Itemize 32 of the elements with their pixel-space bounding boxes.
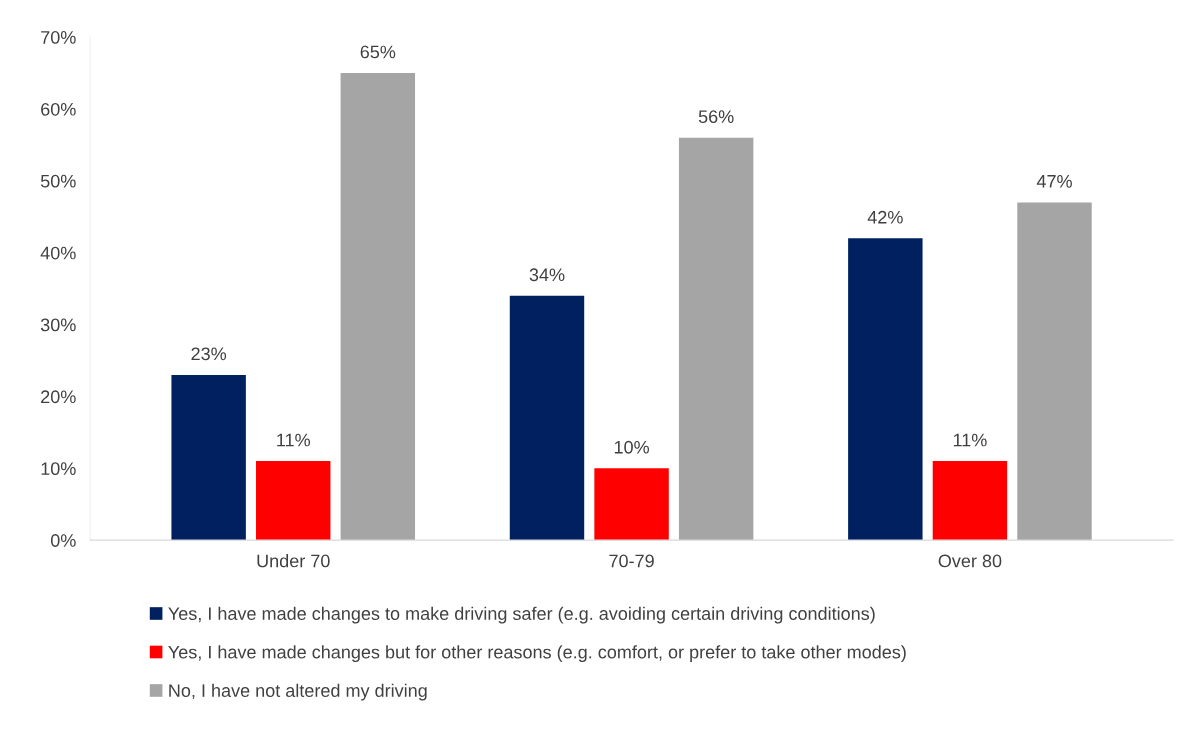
data-label: 11% — [277, 433, 310, 447]
data-label: 23% — [191, 347, 227, 361]
y-tick-label: 50% — [40, 174, 76, 188]
bar — [594, 468, 669, 541]
data-label: 42% — [867, 210, 903, 224]
bar — [1017, 202, 1092, 541]
data-label: 10% — [614, 440, 649, 454]
bar — [509, 295, 585, 541]
data-label: 11% — [953, 433, 987, 447]
x-tick-label: Over 80 — [938, 554, 1002, 568]
legend-label: Yes, I have made changes but for other reasons (e.g. comfort, or prefer to take other modes) — [168, 645, 906, 663]
data-label: 34% — [529, 268, 565, 282]
legend-label: Yes, I have made changes to make driving safer (e.g. avoiding certain driving conditions) — [168, 606, 875, 624]
bar — [171, 374, 246, 541]
y-tick-label: 10% — [41, 462, 76, 476]
y-tick-label: 60% — [41, 102, 76, 116]
data-label: 65% — [360, 45, 396, 59]
x-tick-label: 70-79 — [609, 554, 654, 568]
y-tick-label: 30% — [40, 318, 76, 332]
y-tick-label: 20% — [41, 390, 76, 404]
bar — [678, 137, 754, 541]
bar — [848, 238, 923, 541]
y-tick-label: 70% — [41, 31, 76, 44]
y-tick-label: 40% — [40, 246, 76, 260]
y-tick-label: 0% — [50, 534, 76, 547]
data-label: 56% — [698, 110, 734, 124]
legend-label: No, I have not altered my driving — [169, 683, 427, 701]
x-tick-label: Under 70 — [257, 554, 330, 568]
data-label: 47% — [1036, 175, 1072, 188]
bar — [256, 461, 331, 541]
bar — [340, 73, 416, 541]
bar — [932, 461, 1008, 541]
